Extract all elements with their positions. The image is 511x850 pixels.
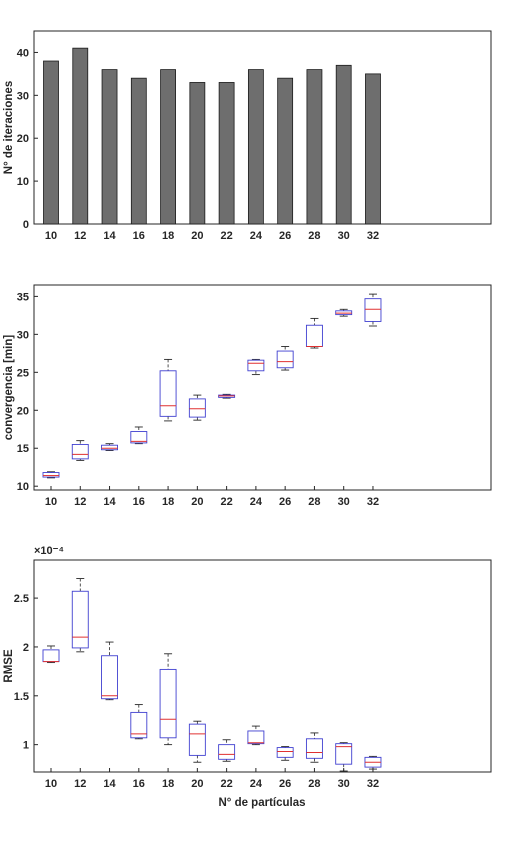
convergence-boxplot: 10 15 20 25 30 35 10 12 14 16 18 20 22 24 26 28 30 32 con…	[3, 284, 492, 508]
box	[159, 370, 177, 417]
bar	[160, 69, 176, 225]
bar	[365, 73, 381, 225]
x-tick-label: 14	[103, 230, 116, 242]
bar	[247, 69, 264, 225]
x-tick-label: 16	[133, 230, 145, 242]
box	[247, 359, 265, 372]
box	[101, 655, 118, 700]
y-tick-label: 40	[17, 47, 29, 59]
x-tick-label: 26	[279, 778, 291, 790]
y-axis-label: convergencia [min]	[3, 335, 15, 441]
box	[42, 472, 60, 478]
x-tick-label: 10	[45, 230, 57, 242]
x-tick-label: 20	[191, 778, 203, 790]
x-tick-label: 18	[162, 496, 174, 508]
y-tick-label: 1	[23, 740, 29, 752]
box	[247, 730, 265, 745]
x-tick-label: 26	[279, 496, 291, 508]
x-tick-label: 18	[162, 230, 174, 242]
axes-frame	[33, 559, 492, 773]
y-tick-label: 10	[17, 481, 29, 493]
x-tick-label: 10	[45, 496, 57, 508]
x-tick-label: 22	[220, 496, 232, 508]
x-tick-label: 22	[220, 230, 232, 242]
x-tick-label: 28	[308, 496, 320, 508]
x-tick-label: 32	[367, 230, 379, 242]
y-tick-label: 20	[17, 133, 29, 145]
x-tick-label: 24	[250, 230, 263, 242]
x-tick-label: 20	[191, 230, 203, 242]
box	[130, 711, 148, 739]
box	[101, 444, 118, 451]
axes-frame	[33, 284, 492, 491]
y-tick-label: 2.5	[14, 593, 29, 605]
x-tick-label: 16	[133, 496, 145, 508]
bar	[72, 47, 89, 225]
bar	[130, 77, 147, 225]
x-tick-label: 20	[191, 496, 203, 508]
x-tick-label: 24	[250, 496, 263, 508]
iterations-bar-chart: 0 10 20 30 40 10 12 14 16 18 20 22 24 26 28 30 32 N° de …	[3, 30, 492, 242]
box	[276, 747, 294, 758]
box	[218, 744, 236, 760]
x-tick-label: 12	[74, 496, 86, 508]
x-tick-label: 32	[367, 496, 379, 508]
x-tick-label: 26	[279, 230, 291, 242]
bar	[277, 77, 294, 225]
y-tick-label: 10	[17, 176, 29, 188]
x-tick-label: 28	[308, 230, 320, 242]
y-axis-label: RMSE	[3, 649, 15, 683]
x-tick-label: 30	[338, 778, 350, 790]
box	[305, 324, 323, 347]
box	[335, 743, 353, 765]
x-tick-label: 24	[250, 778, 263, 790]
box	[305, 738, 323, 759]
x-tick-label: 12	[74, 230, 86, 242]
x-tick-label: 22	[220, 778, 232, 790]
y-tick-label: 25	[17, 367, 29, 379]
box	[276, 350, 294, 369]
y-tick-label: 20	[17, 405, 29, 417]
y-tick-label: 35	[17, 291, 29, 303]
bar	[335, 64, 352, 225]
x-tick-label: 14	[103, 496, 116, 508]
y-tick-label: 0	[23, 219, 29, 231]
box	[364, 298, 382, 322]
x-tick-label: 14	[103, 778, 116, 790]
box	[159, 668, 177, 739]
y-tick-label: 2	[23, 642, 29, 654]
y-tick-label: 1.5	[14, 691, 29, 703]
x-axis-label: N° de partículas	[218, 797, 305, 809]
bar	[218, 82, 235, 225]
y-tick-label: 30	[17, 329, 29, 341]
bar	[101, 69, 118, 225]
x-tick-label: 30	[338, 496, 350, 508]
x-tick-label: 16	[133, 778, 145, 790]
y-tick-label: 15	[17, 443, 29, 455]
box	[71, 443, 89, 460]
box	[188, 398, 206, 418]
x-tick-label: 32	[367, 778, 379, 790]
x-tick-label: 18	[162, 778, 174, 790]
x-tick-label: 30	[338, 230, 350, 242]
y-axis-exponent: ×10⁻⁴	[34, 545, 64, 557]
box	[130, 431, 148, 444]
bar	[189, 82, 206, 225]
x-tick-label: 28	[308, 778, 320, 790]
rmse-boxplot: 1 1.5 2 2.5 10 12 14 16 18 20 22 24 26 28 30 32 RMSE ×1…	[3, 545, 492, 809]
box	[42, 649, 60, 663]
bar	[306, 69, 323, 225]
bar	[43, 60, 59, 225]
y-axis-label: N° de iteraciones	[3, 81, 15, 174]
y-tick-label: 30	[17, 90, 29, 102]
box	[71, 590, 89, 649]
x-tick-label: 10	[45, 778, 57, 790]
x-tick-label: 12	[74, 778, 86, 790]
box	[188, 723, 206, 756]
